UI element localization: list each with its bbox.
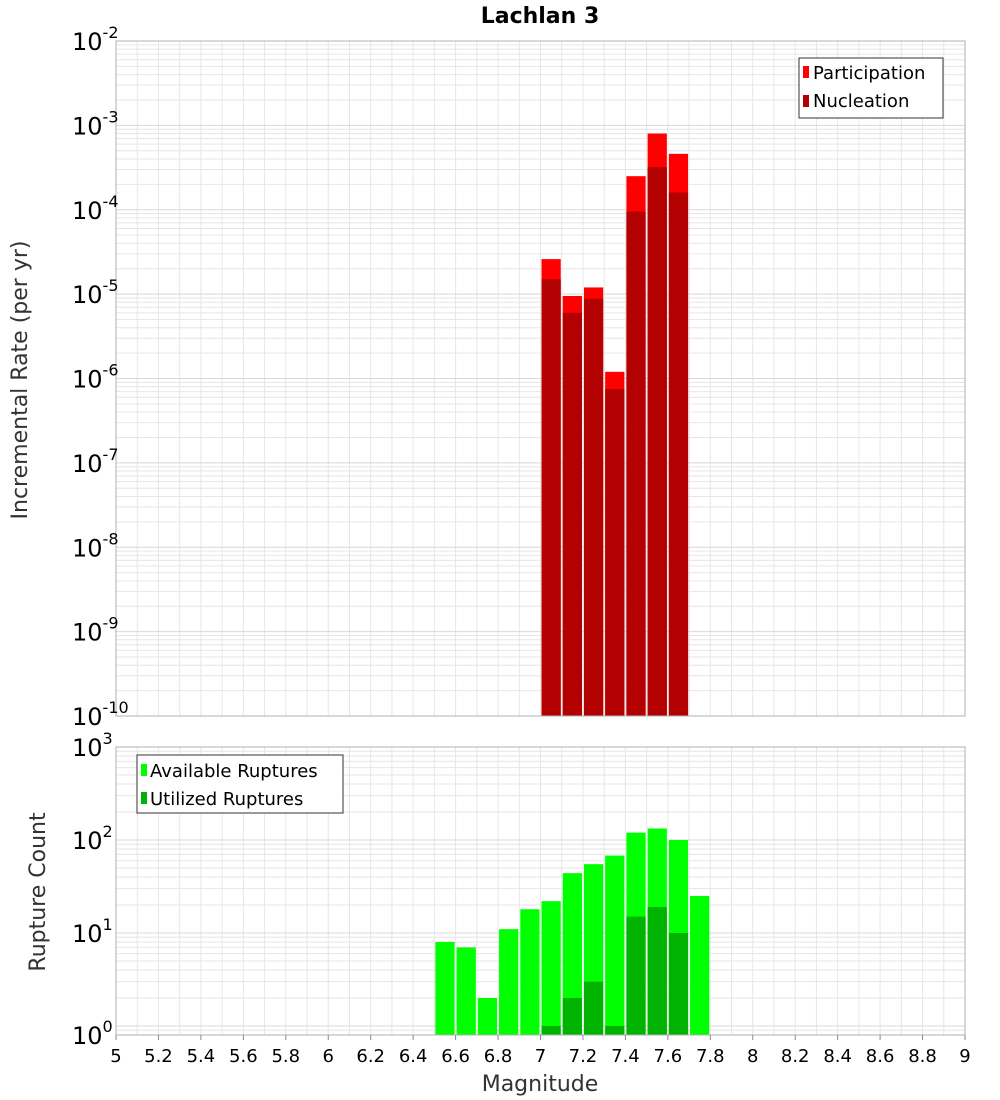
legend-label-participation: Participation (813, 63, 925, 84)
bottom-bar-utilized-ruptures (605, 1025, 625, 1035)
top-y-tick-label: 10-5 (72, 276, 119, 309)
x-tick-label: 8.6 (866, 1046, 895, 1067)
top-y-tick-label: 10-10 (72, 698, 129, 731)
legend-swatch-nucleation (803, 95, 809, 107)
x-tick-label: 5.4 (187, 1046, 216, 1067)
legend-label-utilized: Utilized Ruptures (150, 789, 303, 810)
top-bar-nucleation (562, 312, 582, 716)
x-tick-label: 8 (747, 1046, 758, 1067)
x-tick-label: 8.2 (781, 1046, 810, 1067)
bottom-bars (435, 828, 710, 1035)
x-tick-label: 6.2 (356, 1046, 385, 1067)
x-tick-labels: 5 5.2 5.4 5.6 5.8 6 6.2 6.4 6.6 6.8 7 7.2 7.4 7.6 7.8 8… (110, 1035, 971, 1067)
x-tick-label: 5.8 (271, 1046, 300, 1067)
top-bar-nucleation (541, 279, 561, 716)
bottom-bar-available-ruptures (477, 997, 498, 1035)
top-grid (115, 40, 966, 717)
bottom-bar-available-ruptures (562, 873, 582, 1035)
top-y-tick-label: 10-4 (72, 192, 119, 225)
bottom-bar-utilized-ruptures (562, 997, 582, 1035)
top-bar-nucleation (647, 167, 667, 716)
bottom-panel: 100 101 102 103 5 5.2 5.4 5.6 5.8 6 6.2 6.4 6.6 6.8 7… (26, 729, 971, 1097)
bottom-bar-utilized-ruptures (626, 916, 646, 1035)
x-tick-label: 6 (323, 1046, 334, 1067)
x-tick-label: 8.8 (908, 1046, 937, 1067)
bottom-y-tick-labels: 100 101 102 103 (72, 729, 113, 1050)
x-tick-label: 6.4 (399, 1046, 428, 1067)
bottom-y-tick-label: 103 (72, 729, 113, 762)
top-plot-frame (115, 40, 966, 717)
x-tick-label: 5.2 (144, 1046, 173, 1067)
bottom-bar-utilized-ruptures (583, 981, 604, 1035)
legend-swatch-available (141, 764, 147, 776)
bottom-y-tick-label: 100 (72, 1017, 113, 1050)
top-legend: Participation Nucleation (798, 57, 944, 119)
top-y-tick-label: 10-3 (72, 107, 119, 140)
top-y-tick-labels: 10-10 10-9 10-8 10-7 10-6 10-5 10-4 10-3 10-2 (72, 23, 129, 731)
top-y-tick-label: 10-2 (72, 23, 119, 56)
x-tick-label: 7.8 (696, 1046, 725, 1067)
top-bars (541, 133, 689, 717)
x-tick-label: 9 (959, 1046, 970, 1067)
x-tick-label: 5.6 (229, 1046, 258, 1067)
x-tick-label: 7.2 (569, 1046, 598, 1067)
bottom-bar-available-ruptures (456, 947, 476, 1035)
x-tick-label: 6.6 (441, 1046, 470, 1067)
legend-label-available: Available Ruptures (150, 761, 318, 782)
top-bar-nucleation (626, 211, 646, 716)
bottom-bar-available-ruptures (605, 855, 625, 1035)
legend-label-nucleation: Nucleation (813, 91, 909, 112)
x-tick-label: 7 (535, 1046, 546, 1067)
top-y-tick-label: 10-6 (72, 361, 119, 394)
bottom-legend-box (136, 754, 344, 814)
bottom-y-tick-label: 101 (72, 915, 113, 948)
x-axis-label: Magnitude (482, 1072, 599, 1097)
bottom-y-tick-label: 102 (72, 822, 113, 855)
chart-title: Lachlan 3 (481, 4, 600, 29)
top-bar-nucleation (605, 389, 625, 716)
legend-swatch-utilized (141, 792, 147, 804)
x-tick-label: 5 (110, 1046, 121, 1067)
bottom-bar-utilized-ruptures (541, 1025, 561, 1035)
x-tick-label: 8.4 (823, 1046, 852, 1067)
bottom-bar-utilized-ruptures (647, 907, 667, 1035)
top-y-axis-label: Incremental Rate (per yr) (8, 241, 33, 520)
bottom-y-axis-label: Rupture Count (26, 812, 51, 972)
top-panel: 10-10 10-9 10-8 10-7 10-6 10-5 10-4 10-3 10-2 In… (8, 23, 966, 731)
top-y-tick-label: 10-7 (72, 445, 119, 478)
x-tick-label: 7.4 (611, 1046, 640, 1067)
bottom-bar-available-ruptures (690, 895, 710, 1035)
bottom-bar-available-ruptures (435, 942, 455, 1035)
x-tick-label: 6.8 (484, 1046, 513, 1067)
top-bar-nucleation (668, 192, 689, 717)
top-bar-nucleation (583, 298, 604, 716)
bottom-bar-available-ruptures (499, 929, 519, 1035)
top-y-tick-label: 10-9 (72, 614, 119, 647)
top-legend-box (798, 57, 944, 119)
bottom-bar-available-ruptures (541, 901, 561, 1035)
legend-swatch-participation (803, 66, 809, 78)
x-tick-label: 7.6 (654, 1046, 683, 1067)
bottom-legend: Available Ruptures Utilized Ruptures (136, 754, 344, 814)
bottom-bar-available-ruptures (520, 909, 540, 1035)
top-y-tick-label: 10-8 (72, 529, 119, 562)
bottom-bar-utilized-ruptures (668, 932, 689, 1035)
